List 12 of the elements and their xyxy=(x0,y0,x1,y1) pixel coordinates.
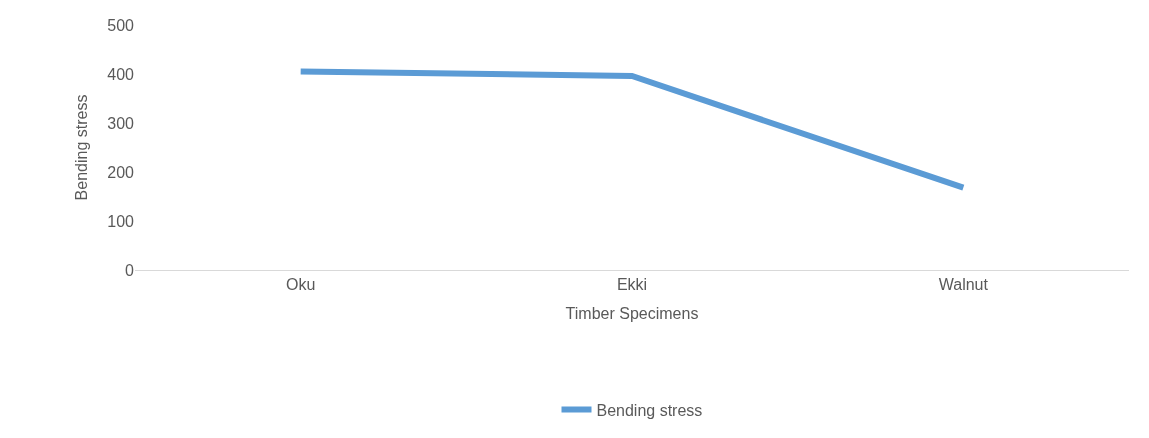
y-tick-label: 300 xyxy=(107,114,135,132)
y-axis-title: Bending stress xyxy=(73,94,91,201)
y-tick-label: 400 xyxy=(107,65,135,83)
x-tick-label: Walnut xyxy=(938,276,989,294)
y-tick-label: 0 xyxy=(125,261,135,279)
y-tick-label: 100 xyxy=(107,212,135,230)
x-tick-label: Ekki xyxy=(616,276,648,294)
x-tick-label: Oku xyxy=(286,276,316,294)
x-axis-title: Timber Specimens xyxy=(565,304,699,322)
y-tick-label: 500 xyxy=(107,16,135,34)
legend-label: Bending stress xyxy=(596,401,703,419)
y-tick-label: 200 xyxy=(107,163,135,181)
